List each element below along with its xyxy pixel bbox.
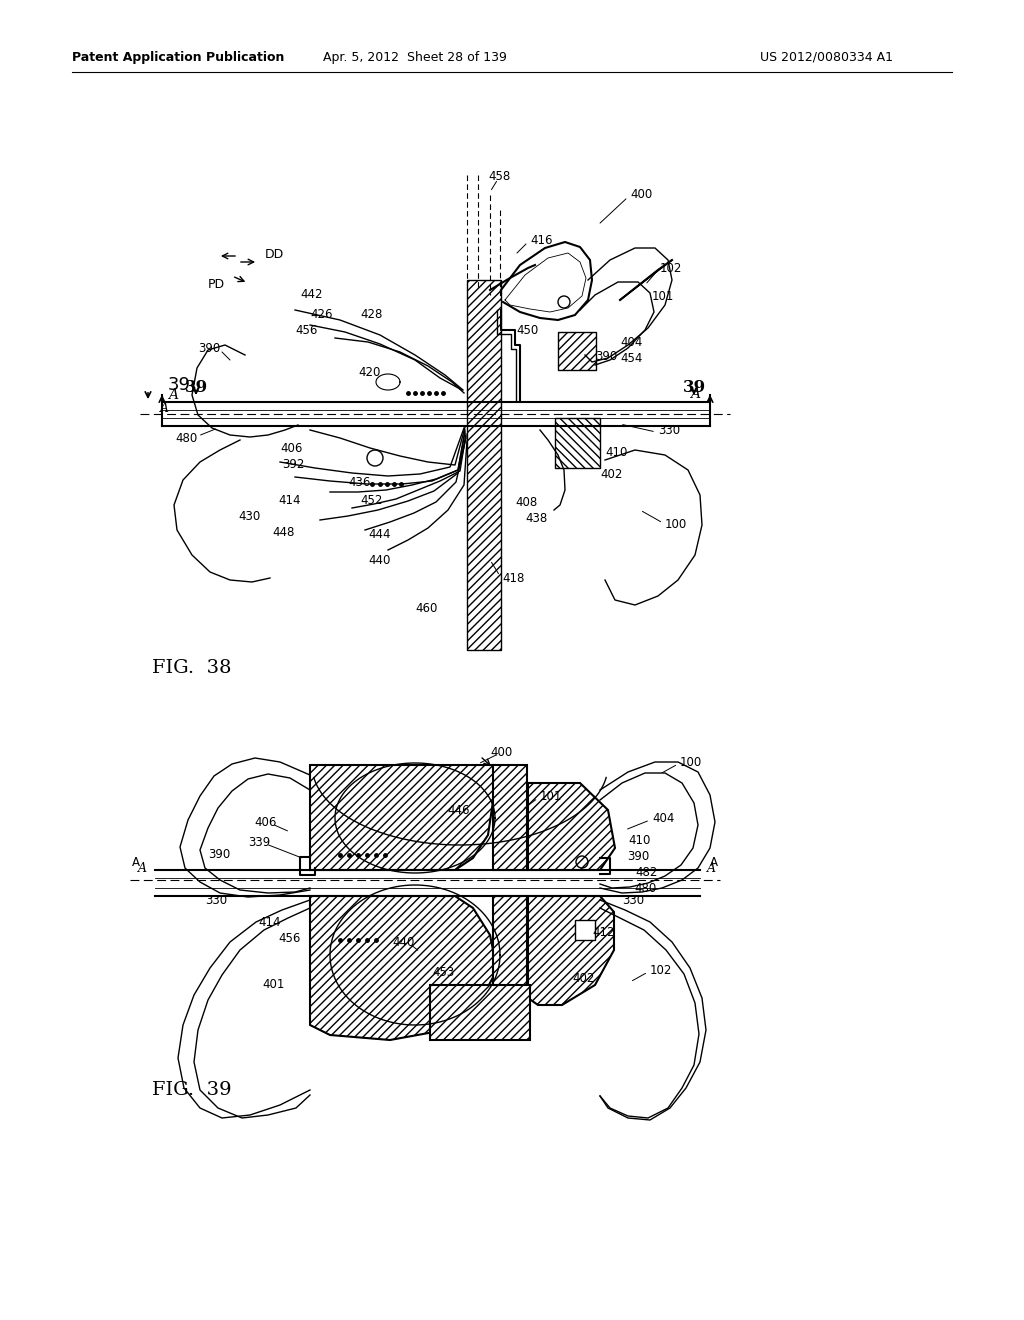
Text: 390: 390 <box>208 849 230 862</box>
Text: 456: 456 <box>278 932 300 945</box>
Text: 416: 416 <box>530 234 553 247</box>
Text: 482: 482 <box>635 866 657 879</box>
Text: 392: 392 <box>282 458 304 471</box>
Text: Patent Application Publication: Patent Application Publication <box>72 50 285 63</box>
Text: 406: 406 <box>280 441 302 454</box>
Text: 436: 436 <box>348 475 371 488</box>
Text: Apr. 5, 2012  Sheet 28 of 139: Apr. 5, 2012 Sheet 28 of 139 <box>323 50 507 63</box>
Polygon shape <box>493 896 527 990</box>
Text: 390: 390 <box>595 350 617 363</box>
Text: 480: 480 <box>634 882 656 895</box>
Bar <box>558 333 596 370</box>
Text: A: A <box>168 388 178 403</box>
Text: 453: 453 <box>432 965 455 978</box>
Text: 446: 446 <box>447 804 469 817</box>
Text: 39: 39 <box>168 376 191 393</box>
Text: 418: 418 <box>502 572 524 585</box>
Text: 440: 440 <box>392 936 415 949</box>
Text: 430: 430 <box>238 510 260 523</box>
Text: 444: 444 <box>368 528 390 540</box>
Polygon shape <box>620 260 672 300</box>
Text: A: A <box>707 862 716 874</box>
Bar <box>467 280 501 649</box>
Text: 39: 39 <box>682 380 706 396</box>
Text: 450: 450 <box>516 323 539 337</box>
Text: 404: 404 <box>652 812 675 825</box>
Bar <box>558 333 596 370</box>
Text: US 2012/0080334 A1: US 2012/0080334 A1 <box>760 50 893 63</box>
Bar <box>555 418 600 469</box>
Text: 401: 401 <box>262 978 285 991</box>
Text: 100: 100 <box>680 755 702 768</box>
Text: 452: 452 <box>360 494 382 507</box>
Text: A: A <box>138 862 147 874</box>
Text: 410: 410 <box>628 833 650 846</box>
Text: PD: PD <box>208 279 225 292</box>
Text: A: A <box>710 855 718 869</box>
Bar <box>555 418 600 469</box>
Text: 390: 390 <box>198 342 220 355</box>
Text: 330: 330 <box>658 424 680 437</box>
Text: A: A <box>160 401 169 414</box>
Text: 460: 460 <box>415 602 437 615</box>
Text: 410: 410 <box>605 446 628 458</box>
Text: 390: 390 <box>627 850 649 863</box>
Text: 400: 400 <box>630 189 652 202</box>
Text: FIG.  38: FIG. 38 <box>152 659 231 677</box>
Text: 454: 454 <box>620 351 642 364</box>
Polygon shape <box>310 896 497 1040</box>
Text: 448: 448 <box>272 525 294 539</box>
Text: 408: 408 <box>515 495 538 508</box>
Text: 420: 420 <box>358 367 380 380</box>
Text: 330: 330 <box>205 894 227 907</box>
Text: FIG.  39: FIG. 39 <box>152 1081 231 1100</box>
Text: 414: 414 <box>278 494 300 507</box>
Text: 330: 330 <box>622 894 644 907</box>
Text: 402: 402 <box>600 469 623 482</box>
Polygon shape <box>528 783 615 870</box>
Text: 339: 339 <box>248 836 270 849</box>
Text: 458: 458 <box>488 169 510 182</box>
Text: A: A <box>690 387 700 401</box>
Text: 102: 102 <box>650 964 673 977</box>
Text: 101: 101 <box>540 789 562 803</box>
Text: 414: 414 <box>258 916 281 928</box>
Polygon shape <box>493 766 527 870</box>
Text: 101: 101 <box>652 289 675 302</box>
Text: 428: 428 <box>360 309 382 322</box>
Text: 442: 442 <box>300 289 323 301</box>
Text: A: A <box>132 855 140 869</box>
Text: 100: 100 <box>665 519 687 532</box>
Text: 456: 456 <box>295 323 317 337</box>
Polygon shape <box>310 766 495 870</box>
Text: 400: 400 <box>490 746 512 759</box>
Text: DD: DD <box>265 248 285 261</box>
Text: 412: 412 <box>592 925 614 939</box>
Text: 102: 102 <box>660 261 682 275</box>
Polygon shape <box>430 985 530 1040</box>
Bar <box>467 280 501 649</box>
Bar <box>575 920 595 940</box>
Text: 440: 440 <box>368 553 390 566</box>
Polygon shape <box>528 896 614 1005</box>
Text: 426: 426 <box>310 309 333 322</box>
Text: 438: 438 <box>525 511 547 524</box>
Text: 402: 402 <box>572 972 594 985</box>
Text: 404: 404 <box>620 335 642 348</box>
Text: 480: 480 <box>175 432 198 445</box>
Text: 406: 406 <box>254 816 276 829</box>
Text: 39: 39 <box>184 380 208 396</box>
